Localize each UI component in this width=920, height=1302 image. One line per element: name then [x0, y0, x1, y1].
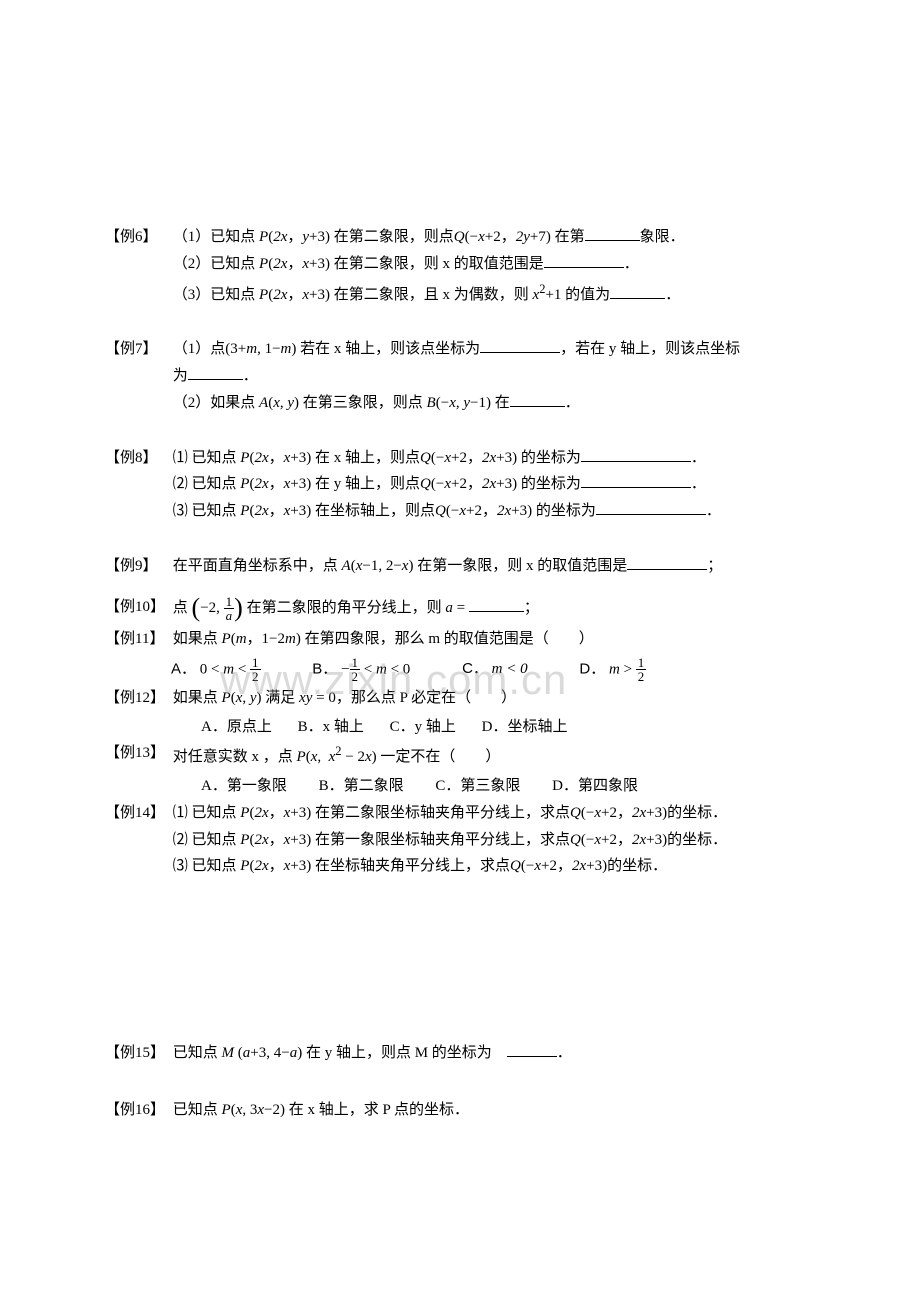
- example-15: 【例15】 已知点 M (a+3, 4−a) 在 y 轴上，则点 M 的坐标为 …: [105, 1041, 820, 1066]
- ex13-label: 【例13】: [105, 741, 169, 766]
- ex11-label: 【例11】: [105, 627, 169, 652]
- ex16-label: 【例16】: [105, 1098, 169, 1123]
- ex16-text: 已知点 P(x, 3x−2) 在 x 轴上，求 P 点的坐标．: [173, 1102, 469, 1118]
- ex11-opt-b: B． −12 < m < 0: [312, 656, 410, 684]
- ex14-line2: ⑵ 已知点 P(2x，x+3) 在第一象限坐标轴夹角平分线上，求点Q(−x+2，…: [173, 828, 813, 853]
- ex15-text: 已知点 M (a+3, 4−a) 在 y 轴上，则点 M 的坐标为 ．: [173, 1045, 572, 1061]
- ex8-line1: ⑴ 已知点 P(2x，x+3) 在 x 轴上，则点Q(−x+2，2x+3) 的坐…: [173, 446, 813, 471]
- ex9-label: 【例9】: [105, 554, 169, 579]
- ex14-line3: ⑶ 已知点 P(2x，x+3) 在坐标轴夹角平分线上，求点Q(−x+2，2x+3…: [173, 854, 813, 879]
- ex7-line1: （1）点(3+m, 1−m) 若在 x 轴上，则该点坐标为，若在 y 轴上，则该…: [173, 337, 813, 362]
- ex12-opt-d: D．坐标轴上: [482, 715, 568, 740]
- example-16: 【例16】 已知点 P(x, 3x−2) 在 x 轴上，求 P 点的坐标．: [105, 1098, 820, 1123]
- ex12-label: 【例12】: [105, 686, 169, 711]
- ex7-line2: 为．: [173, 364, 813, 389]
- example-11: 【例11】 如果点 P(m，1−2m) 在第四象限，那么 m 的取值范围是（ ）…: [105, 627, 820, 684]
- ex7-line3: （2）如果点 A(x, y) 在第三象限，则点 B(−x, y−1) 在．: [173, 391, 813, 416]
- ex9-text: 在平面直角坐标系中，点 A(x−1, 2−x) 在第一象限，则 x 的取值范围是…: [173, 558, 722, 574]
- ex6-line2: （2）已知点 P(2x，x+3) 在第二象限，则 x 的取值范围是．: [173, 252, 813, 277]
- example-12: 【例12】 如果点 P(x, y) 满足 xy = 0，那么点 P 必定在（ ）…: [105, 686, 820, 740]
- ex8-line3: ⑶ 已知点 P(2x，x+3) 在坐标轴上，则点Q(−x+2，2x+3) 的坐标…: [173, 499, 813, 524]
- ex12-opt-b: B．x 轴上: [298, 715, 364, 740]
- ex12-opt-c: C．y 轴上: [390, 715, 456, 740]
- ex11-text: 如果点 P(m，1−2m) 在第四象限，那么 m 的取值范围是（ ）: [173, 631, 594, 647]
- ex8-label: 【例8】: [105, 446, 169, 471]
- ex14-label: 【例14】: [105, 801, 169, 826]
- example-6: 【例6】 （1）已知点 P(2x，y+3) 在第二象限，则点Q(−x+2，2y+…: [105, 225, 820, 309]
- ex10-text: 点 (−2, 1a) 在第二象限的角平分线上，则 a = ；: [173, 600, 539, 616]
- ex11-opt-a: A． 0 < m < 12: [171, 656, 261, 684]
- ex13-options: A．第一象限 B．第二象限 C．第三象限 D．第四象限: [105, 774, 820, 799]
- ex12-text: 如果点 P(x, y) 满足 xy = 0，那么点 P 必定在（ ）: [173, 690, 516, 706]
- ex10-label: 【例10】: [105, 595, 169, 620]
- example-9: 【例9】 在平面直角坐标系中，点 A(x−1, 2−x) 在第一象限，则 x 的…: [105, 554, 820, 579]
- ex15-label: 【例15】: [105, 1041, 169, 1066]
- ex11-opt-c: C． m < 0: [462, 657, 528, 682]
- example-8: 【例8】 ⑴ 已知点 P(2x，x+3) 在 x 轴上，则点Q(−x+2，2x+…: [105, 446, 820, 526]
- ex13-opt-d: D．第四象限: [552, 774, 638, 799]
- ex12-opt-a: A．原点上: [201, 715, 272, 740]
- ex6-line3: （3）已知点 P(2x，x+3) 在第二象限，且 x 为偶数，则 x2+1 的值…: [173, 279, 813, 308]
- ex13-opt-c: C．第三象限: [435, 774, 520, 799]
- ex12-options: A．原点上 B．x 轴上 C．y 轴上 D．坐标轴上: [105, 715, 820, 740]
- ex13-opt-a: A．第一象限: [201, 774, 287, 799]
- ex11-options: A． 0 < m < 12 B． −12 < m < 0 C． m < 0 D．…: [105, 656, 820, 684]
- ex14-line1: ⑴ 已知点 P(2x，x+3) 在第二象限坐标轴夹角平分线上，求点Q(−x+2，…: [173, 801, 813, 826]
- ex7-label: 【例7】: [105, 337, 169, 362]
- ex11-opt-d: D． m > 12: [579, 656, 646, 684]
- ex6-label: 【例6】: [105, 225, 169, 250]
- ex13-text: 对任意实数 x ，点 P(x, x2 − 2x) 一定不在（ ）: [173, 749, 501, 765]
- ex8-line2: ⑵ 已知点 P(2x，x+3) 在 y 轴上，则点Q(−x+2，2x+3) 的坐…: [173, 472, 813, 497]
- example-13: 【例13】 对任意实数 x ，点 P(x, x2 − 2x) 一定不在（ ） A…: [105, 741, 820, 799]
- example-7: 【例7】 （1）点(3+m, 1−m) 若在 x 轴上，则该点坐标为，若在 y …: [105, 337, 820, 417]
- example-10: 【例10】 点 (−2, 1a) 在第二象限的角平分线上，则 a = ；: [105, 595, 820, 623]
- example-14: 【例14】 ⑴ 已知点 P(2x，x+3) 在第二象限坐标轴夹角平分线上，求点Q…: [105, 801, 820, 881]
- ex13-opt-b: B．第二象限: [319, 774, 404, 799]
- ex6-line1: （1）已知点 P(2x，y+3) 在第二象限，则点Q(−x+2，2y+7) 在第…: [173, 225, 813, 250]
